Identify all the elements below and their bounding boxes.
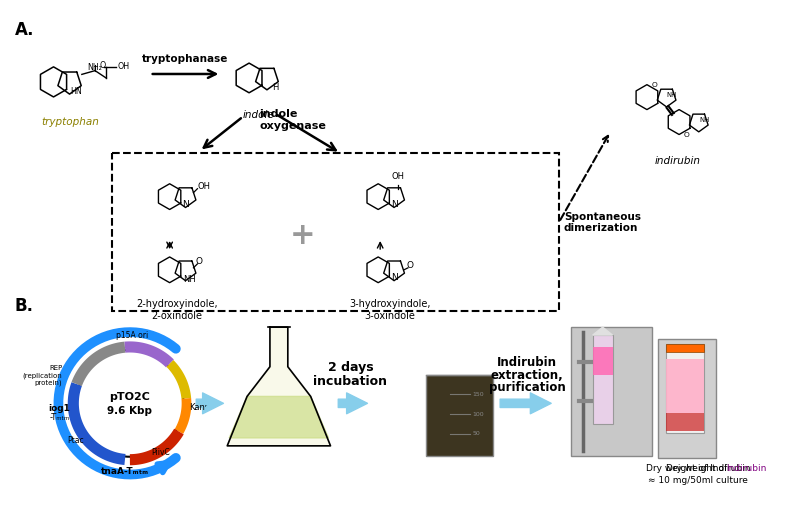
Text: 150: 150 xyxy=(472,392,484,397)
Bar xyxy=(666,344,704,352)
Text: ≈ 10 mg/50ml culture: ≈ 10 mg/50ml culture xyxy=(648,476,748,484)
Text: Dry weight of: Dry weight of xyxy=(666,464,730,473)
Text: 3-hydroxyindole,
3-oxindole: 3-hydroxyindole, 3-oxindole xyxy=(349,299,431,321)
Text: pTO2C: pTO2C xyxy=(109,392,151,402)
Text: oxygenase: oxygenase xyxy=(259,121,326,131)
Text: N: N xyxy=(390,273,398,282)
Text: O: O xyxy=(651,82,657,88)
Text: tryptophan: tryptophan xyxy=(41,117,100,127)
Bar xyxy=(112,153,559,312)
Text: B.: B. xyxy=(15,297,34,316)
Text: O: O xyxy=(684,131,689,137)
Text: Indirubin: Indirubin xyxy=(497,356,557,369)
Bar xyxy=(571,327,652,456)
Text: 2 days: 2 days xyxy=(327,361,373,374)
Text: O: O xyxy=(407,262,413,270)
Text: Indirubin: Indirubin xyxy=(726,464,766,473)
Text: NH: NH xyxy=(667,92,677,98)
Bar xyxy=(659,339,716,458)
Text: O: O xyxy=(196,258,203,267)
Text: +: + xyxy=(290,221,316,249)
Text: extraction,: extraction, xyxy=(491,369,564,382)
Text: -Tₘₜₘ: -Tₘₜₘ xyxy=(50,413,70,422)
Text: 50: 50 xyxy=(472,431,480,436)
Text: indole: indole xyxy=(243,110,275,120)
Bar xyxy=(666,344,704,433)
Bar xyxy=(593,347,612,375)
Text: NH: NH xyxy=(183,275,196,284)
Text: OH: OH xyxy=(391,172,404,181)
Text: incubation: incubation xyxy=(313,376,387,388)
Text: N: N xyxy=(182,200,189,209)
Text: 2-hydroxyindole,
2-oxindole: 2-hydroxyindole, 2-oxindole xyxy=(136,299,217,321)
Bar xyxy=(666,413,704,431)
Text: OH: OH xyxy=(117,62,130,71)
Circle shape xyxy=(76,350,184,457)
Text: PiivC: PiivC xyxy=(151,448,170,457)
Text: iog1: iog1 xyxy=(49,404,70,413)
Text: REP
(replication
protein): REP (replication protein) xyxy=(23,365,62,386)
Bar xyxy=(426,375,493,456)
Polygon shape xyxy=(229,396,329,438)
Text: Dry weight of Indirubin: Dry weight of Indirubin xyxy=(646,464,750,473)
Text: tryptophanase: tryptophanase xyxy=(143,54,228,64)
Text: indole: indole xyxy=(259,110,297,120)
Text: N: N xyxy=(390,200,398,209)
Text: 9.6 Kbp: 9.6 Kbp xyxy=(108,406,152,416)
Text: p15A ori: p15A ori xyxy=(116,331,148,340)
Text: O: O xyxy=(100,61,106,70)
Text: 100: 100 xyxy=(472,412,484,417)
Text: HN: HN xyxy=(70,87,82,96)
Text: tnaA-Tₘₜₘ: tnaA-Tₘₜₘ xyxy=(101,467,149,476)
Text: Ptac: Ptac xyxy=(67,436,84,445)
Text: H: H xyxy=(271,83,278,92)
Text: NH: NH xyxy=(699,117,710,123)
Bar xyxy=(593,335,612,424)
Text: indirubin: indirubin xyxy=(655,156,701,166)
Text: purification: purification xyxy=(488,381,565,394)
Text: NH₂: NH₂ xyxy=(87,63,103,72)
Polygon shape xyxy=(593,327,612,335)
Text: Kanʳ: Kanʳ xyxy=(190,403,207,412)
Text: Spontaneous
dimerization: Spontaneous dimerization xyxy=(564,212,641,233)
Bar xyxy=(666,359,704,413)
Text: A.: A. xyxy=(15,21,34,38)
Polygon shape xyxy=(228,327,330,446)
Text: OH: OH xyxy=(198,182,211,191)
